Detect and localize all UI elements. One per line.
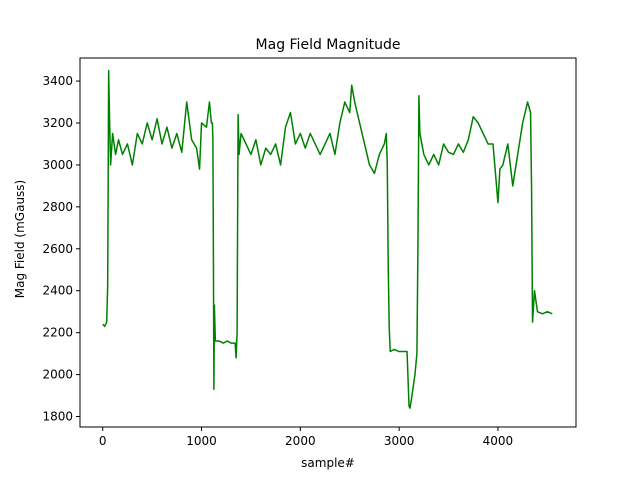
x-axis-ticks: 0 1000 2000 3000 4000 bbox=[99, 427, 513, 448]
x-tick-label: 3000 bbox=[384, 434, 415, 448]
y-axis-ticks: 1800 2000 2200 2400 2600 2800 3000 3200 3400 bbox=[42, 74, 80, 424]
y-tick-label: 2600 bbox=[42, 242, 73, 256]
x-tick-label: 0 bbox=[99, 434, 107, 448]
y-tick-label: 3400 bbox=[42, 74, 73, 88]
y-tick-label: 3200 bbox=[42, 116, 73, 130]
y-tick-label: 2000 bbox=[42, 368, 73, 382]
plot-frame bbox=[79, 57, 577, 428]
y-tick-label: 2800 bbox=[42, 200, 73, 214]
y-tick-label: 3000 bbox=[42, 158, 73, 172]
x-axis-label: sample# bbox=[301, 456, 355, 470]
x-tick-label: 4000 bbox=[483, 434, 514, 448]
plot-area bbox=[102, 69, 553, 409]
y-tick-label: 1800 bbox=[42, 410, 73, 424]
series-line-0 bbox=[102, 69, 553, 409]
y-tick-label: 2400 bbox=[42, 284, 73, 298]
y-axis-label: Mag Field (mGauss) bbox=[13, 180, 27, 298]
x-tick-label: 1000 bbox=[186, 434, 217, 448]
y-tick-label: 2200 bbox=[42, 326, 73, 340]
chart-title: Mag Field Magnitude bbox=[256, 37, 401, 53]
x-tick-label: 2000 bbox=[285, 434, 316, 448]
